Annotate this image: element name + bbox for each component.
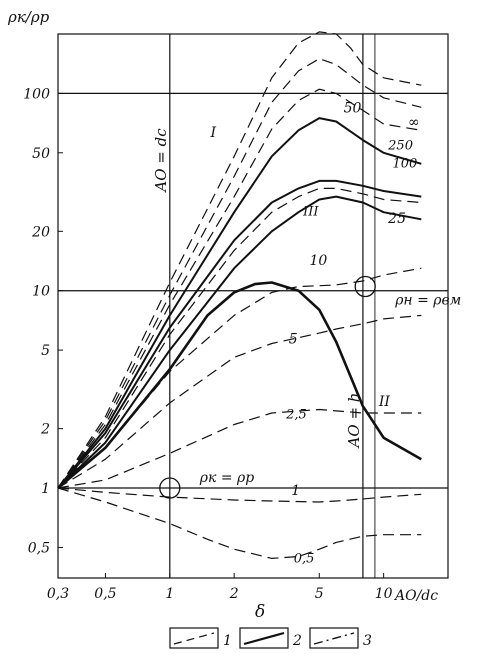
series-label: 2,5 (285, 408, 307, 423)
y-tick-label: 0,5 (28, 540, 50, 556)
x-axis-end-label: AO/dc (393, 588, 438, 604)
reference-vlines: AO = dc AO = h (152, 34, 376, 578)
x-tick-label: 5 (315, 586, 324, 602)
marker-label: ρн = ρвм (394, 293, 461, 309)
y-axis-label: ρк/ρр (7, 8, 50, 26)
series-line (57, 179, 422, 489)
legend: 1 2 3 (169, 627, 372, 649)
y-tick-label: 2 (40, 422, 50, 438)
plot-frame (57, 33, 449, 579)
vline-label-1: AO = h (345, 393, 363, 450)
vline-label-0: AO = dc (152, 128, 170, 194)
series-line (57, 281, 422, 489)
series-line (57, 31, 422, 489)
legend-swatch (243, 631, 285, 646)
legend-box (169, 627, 219, 649)
series-label: I (210, 125, 217, 141)
legend-label: 2 (292, 633, 302, 649)
y-tick-label: 1 (41, 481, 50, 497)
y-tick-label: 10 (32, 284, 50, 300)
reference-hlines (58, 92, 448, 489)
y-tick-label: 20 (31, 224, 50, 240)
y-ticks-group: 0,5 1 2 5 10 20 50 100 (23, 86, 63, 556)
legend-box (309, 627, 359, 649)
marker-label: ρк = ρр (199, 470, 254, 486)
y-tick-label: 50 (32, 146, 50, 162)
marker-circle (159, 477, 181, 499)
plot-frame-group (57, 33, 449, 579)
legend-label: 1 (223, 633, 232, 649)
x-tick-label: 0,5 (94, 586, 116, 602)
markers-group: ρк = ρр ρн = ρвм (159, 275, 461, 499)
series-label: 5 (289, 332, 298, 348)
legend-swatch (173, 632, 215, 645)
y-tick-label: 100 (23, 86, 50, 102)
series-label: 1 (291, 483, 300, 499)
legend-label: 3 (363, 633, 372, 649)
series-line (57, 267, 422, 489)
series-line (57, 487, 422, 503)
series-label: 0,5 (294, 551, 315, 566)
series-line (57, 187, 422, 489)
legend-swatch (313, 632, 355, 645)
series-line (57, 195, 422, 489)
series-label: 10 (309, 253, 327, 269)
x-axis-label: δ (255, 602, 265, 622)
series-label: II (378, 394, 391, 410)
series-line (57, 58, 422, 489)
x-tick-label: 0,3 (47, 586, 69, 602)
series-label: III (302, 205, 319, 220)
series-label: 25 (387, 211, 406, 227)
x-tick-label: 1 (165, 586, 174, 602)
series-line (57, 117, 422, 489)
series-group (57, 31, 422, 559)
series-label: 50 (344, 101, 362, 117)
series-label: 100 (392, 157, 417, 172)
y-tick-label: 5 (41, 343, 50, 359)
series-line (57, 487, 422, 559)
series-label: ∞ (408, 114, 420, 130)
x-ticks-group: 0,3 0,5 1 2 5 10 (47, 573, 393, 602)
series-line (57, 314, 422, 489)
series-label: 250 (387, 138, 413, 153)
marker-circle (354, 275, 376, 298)
series-line (57, 408, 422, 489)
x-tick-label: 2 (229, 586, 239, 602)
series-line (57, 88, 422, 489)
legend-box (239, 627, 289, 649)
x-tick-label: 10 (375, 586, 393, 602)
